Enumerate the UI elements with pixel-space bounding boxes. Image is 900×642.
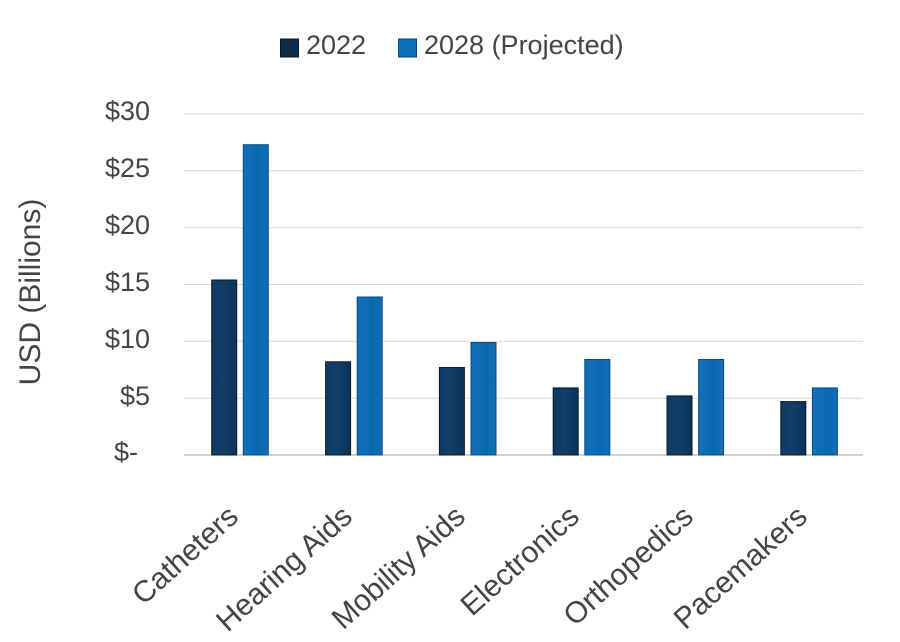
svg-text:2028 (Projected): 2028 (Projected) — [424, 30, 624, 60]
svg-text:USD (Billions): USD (Billions) — [14, 199, 47, 386]
svg-text:$20: $20 — [105, 210, 150, 240]
svg-text:$30: $30 — [105, 96, 150, 126]
svg-text:2022: 2022 — [306, 30, 366, 60]
svg-text:$5: $5 — [120, 381, 150, 411]
svg-text:$15: $15 — [105, 267, 150, 297]
svg-text:$10: $10 — [105, 324, 150, 354]
svg-text:$-: $- — [114, 437, 138, 467]
svg-text:Catheters: Catheters — [126, 500, 245, 612]
svg-text:$25: $25 — [105, 153, 150, 183]
